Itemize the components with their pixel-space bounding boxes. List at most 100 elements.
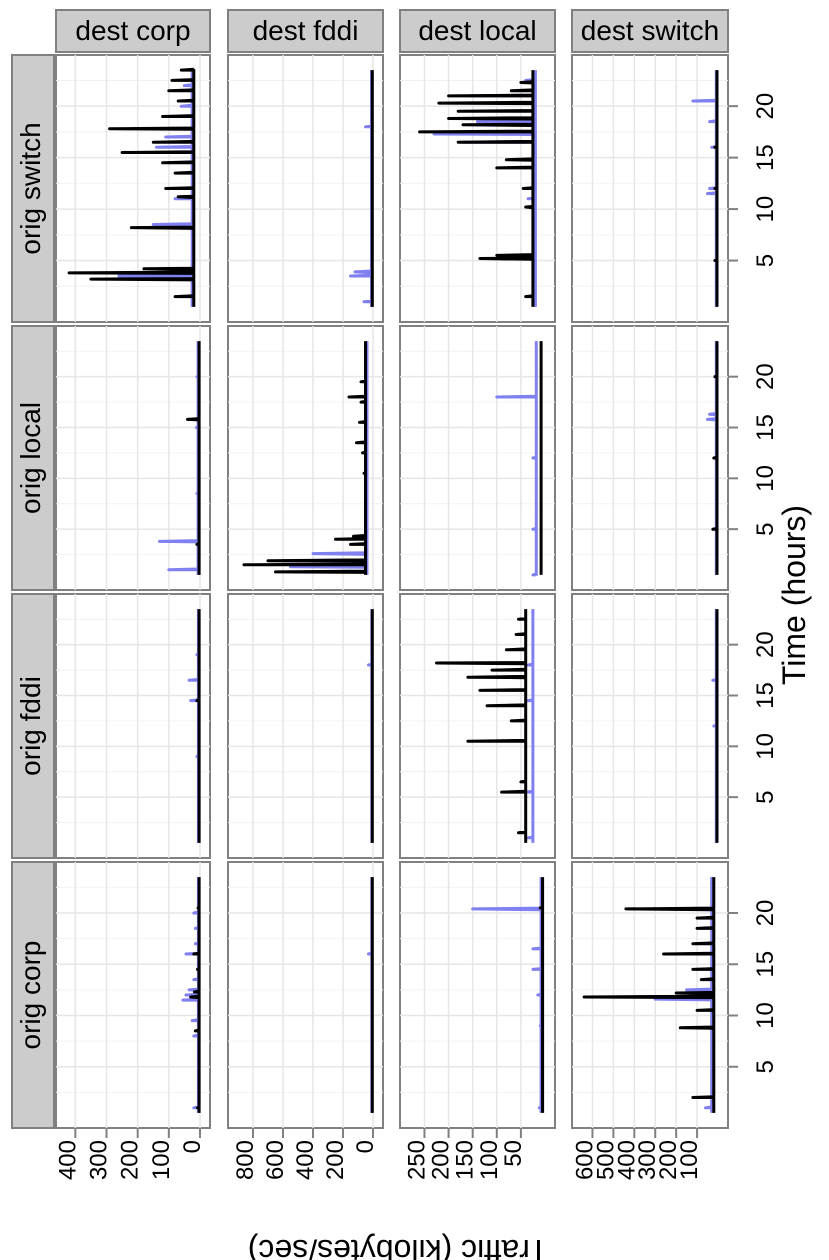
y-tick-label: 200 [428,1140,455,1180]
panel-border [399,325,556,591]
series-line-light [432,70,537,307]
orig-strip-2 [11,593,55,859]
orig-strip-1 [11,861,55,1129]
series-line-light [524,609,535,843]
panel-border [571,593,729,859]
dest-strip-label: dest fddi [253,15,359,46]
y-tick-label: 400 [54,1140,81,1180]
series-line-dark [538,877,545,1113]
dest-strip-column: orig corp orig fddi orig local orig switch [11,54,55,1129]
series-line-dark [67,67,196,307]
y-tick-label: 400 [292,1140,319,1180]
x-tick-label: 5 [752,254,779,267]
y-tick-label: 100 [676,1140,703,1180]
series-line-dark [713,70,719,307]
orig-strip-label: orig corp [15,941,46,1050]
orig-strip-label: orig fddi [15,676,46,776]
y-tick-label: 300 [86,1140,113,1180]
y-tick-label: 150 [452,1140,479,1180]
series-line-dark [435,609,528,843]
orig-strip-row: dest corp dest fddi dest local dest switch [55,9,729,53]
y-tick-label: 100 [148,1140,175,1180]
panel-border [227,861,384,1129]
x-tick-label: 15 [752,144,779,171]
series-line-light [117,70,194,307]
x-tick-label: 15 [752,951,779,978]
panel-orig-corp-dest-switch [571,861,729,1129]
panel-orig-fddi-dest-switch [571,593,729,859]
y-tick-label: 400 [613,1140,640,1180]
panel-border [55,861,211,1129]
x-tick-label: 5 [752,790,779,803]
x-tick-label: 5 [752,522,779,535]
y-axis-ticks: 400 300 200 100 0 800 600 400 200 0 25020015010050… [54,1128,703,1180]
dest-strip-1 [55,9,211,53]
panel-orig-corp-dest-corp [55,861,211,1129]
y-tick-label: 100 [476,1140,503,1180]
panel-orig-corp-dest-fddi [227,861,384,1129]
y-tick-label: 250 [403,1140,430,1180]
y-tick-label: 800 [232,1140,259,1180]
panel-orig-local-dest-local [399,325,556,591]
dest-strip-label: dest corp [75,15,190,46]
panel-border [571,54,729,323]
y-tick-label: 50 [500,1140,527,1167]
panel-orig-local-dest-corp [55,325,211,591]
series-line-dark [711,341,719,575]
series-line-dark [242,341,367,575]
y-tick-label: 0 [352,1140,379,1153]
panel-border [227,593,384,859]
panel-grid [55,54,729,1129]
panel-border [399,54,556,323]
dest-strip-2 [227,9,384,53]
panel-orig-fddi-dest-corp [55,593,211,859]
y-tick-label: 600 [262,1140,289,1180]
y-tick-label: 500 [592,1140,619,1180]
x-tick-label: 10 [752,733,779,760]
panel-border [227,54,384,323]
panel-orig-switch-dest-fddi [227,54,384,323]
orig-strip-label: orig switch [15,122,46,254]
dest-strip-3 [399,9,556,53]
panel-orig-local-dest-fddi [227,325,384,591]
x-axis-ticks: 5 10 15 20 5 10 15 20 5 10 15 20 5 10 15 20 [728,93,779,1073]
x-tick-label: 10 [752,196,779,223]
x-tick-label: 15 [752,414,779,441]
orig-strip-label: orig local [15,402,46,514]
panel-orig-corp-dest-local [399,861,556,1129]
y-tick-label: 600 [571,1140,598,1180]
y-axis-title: Traffic (kilobytes/sec) [248,1233,549,1260]
y-tick-label: 300 [634,1140,661,1180]
y-tick-label: 200 [655,1140,682,1180]
panel-border [55,593,211,859]
x-tick-label: 20 [752,900,779,927]
panel-orig-switch-dest-corp [55,54,211,323]
x-tick-label: 5 [752,1060,779,1073]
x-tick-label: 10 [752,1002,779,1029]
panel-border [399,593,556,859]
x-tick-label: 10 [752,465,779,492]
y-tick-label: 200 [322,1140,349,1180]
panel-orig-local-dest-switch [571,325,729,591]
dest-strip-label: dest switch [581,15,720,46]
panel-border [55,325,211,591]
orig-strip-4 [11,54,55,323]
panel-border [571,325,729,591]
series-line-dark [189,877,201,1113]
panel-orig-switch-dest-switch [571,54,729,323]
dest-strip-4 [571,9,729,53]
x-tick-label: 20 [752,631,779,658]
series-line-dark [195,609,201,843]
y-tick-label: 0 [179,1140,206,1153]
x-tick-label: 15 [752,682,779,709]
panel-orig-fddi-dest-local [399,593,556,859]
panel-orig-switch-dest-local [399,54,556,323]
panel-border [399,861,556,1129]
y-tick-label: 200 [117,1140,144,1180]
series-line-dark [582,877,716,1113]
dest-strip-label: dest local [418,15,536,46]
panel-orig-fddi-dest-fddi [227,593,384,859]
x-axis-title: Time (hours) [776,505,812,685]
series-line-light [495,341,538,577]
orig-strip-3 [11,325,55,591]
